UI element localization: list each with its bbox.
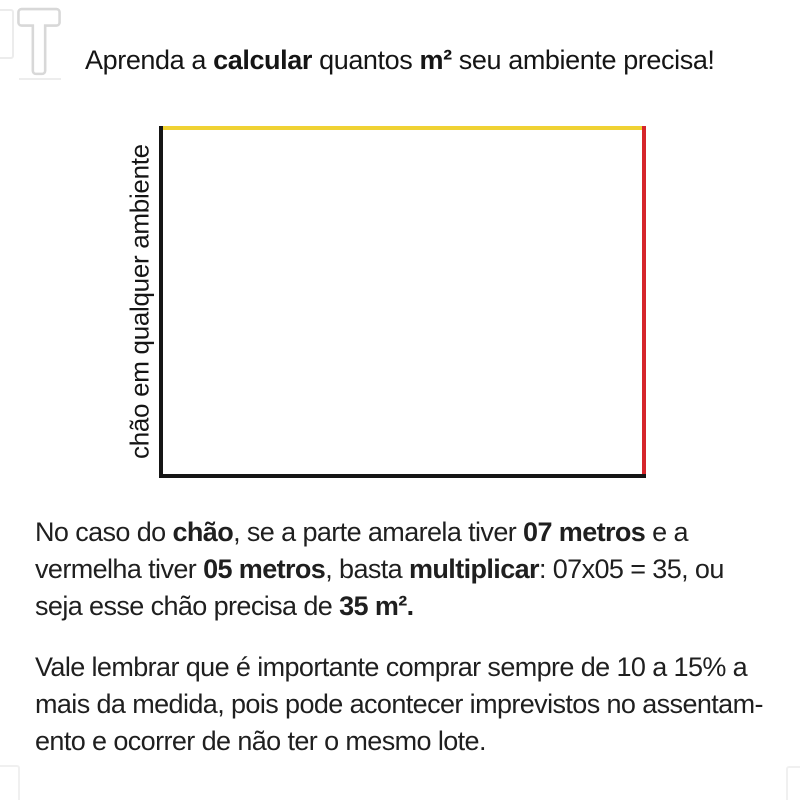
emphasized-text: 35 m². bbox=[339, 591, 414, 621]
red-edge-right bbox=[642, 126, 646, 478]
plain-text: e a bbox=[645, 517, 688, 547]
plain-text: No caso do bbox=[35, 517, 173, 547]
logo-underline-decoration bbox=[19, 78, 61, 80]
t-letter-icon bbox=[17, 7, 61, 76]
yellow-edge-top bbox=[159, 126, 646, 130]
plain-text: : 07x05 = 35, ou bbox=[538, 554, 724, 584]
brand-logo bbox=[0, 0, 90, 90]
plain-text: vermelha tiver bbox=[35, 554, 204, 584]
plain-text: Vale lembrar que é importante comprar se… bbox=[35, 652, 748, 682]
plain-text: mais da medida, pois pode acontecer impr… bbox=[35, 689, 763, 719]
emphasized-text: 07 metros bbox=[523, 517, 646, 547]
emphasized-text: multiplicar bbox=[409, 554, 540, 584]
corner-decoration-bottom-left bbox=[0, 765, 20, 800]
plain-text: quantos bbox=[311, 45, 420, 75]
plain-text: Aprenda a bbox=[85, 45, 214, 75]
plain-text: seu ambiente precisa! bbox=[451, 45, 715, 75]
black-edge-left bbox=[159, 126, 163, 478]
corner-decoration-bottom-right bbox=[786, 766, 800, 800]
text-line: seja esse chão precisa de 35 m². bbox=[35, 588, 724, 625]
text-line: ento e ocorrer de não ter o mesmo lote. bbox=[35, 723, 763, 760]
emphasized-text: m² bbox=[419, 45, 452, 75]
emphasized-text: 05 metros bbox=[203, 554, 326, 584]
text-line: mais da medida, pois pode acontecer impr… bbox=[35, 686, 763, 723]
diagram-side-label: chão em qualquer ambiente bbox=[124, 144, 155, 460]
emphasized-text: chão bbox=[172, 517, 234, 547]
page-title: Aprenda a calcular quantos m² seu ambien… bbox=[85, 44, 715, 76]
emphasized-text: calcular bbox=[213, 45, 312, 75]
text-line: vermelha tiver 05 metros, basta multipli… bbox=[35, 551, 724, 588]
black-edge-bottom bbox=[159, 474, 646, 478]
tip-paragraph: Vale lembrar que é importante comprar se… bbox=[35, 649, 763, 760]
text-line: No caso do chão, se a parte amarela tive… bbox=[35, 514, 724, 551]
plain-text: seja esse chão precisa de bbox=[35, 591, 340, 621]
calculation-paragraph: No caso do chão, se a parte amarela tive… bbox=[35, 514, 724, 625]
text-line: Vale lembrar que é importante comprar se… bbox=[35, 649, 763, 686]
plain-text: ento e ocorrer de não ter o mesmo lote. bbox=[35, 726, 486, 756]
plain-text: , basta bbox=[325, 554, 409, 584]
logo-frame-decoration bbox=[0, 9, 14, 59]
floor-diagram-rectangle bbox=[159, 126, 646, 478]
plain-text: , se a parte amarela tiver bbox=[233, 517, 524, 547]
